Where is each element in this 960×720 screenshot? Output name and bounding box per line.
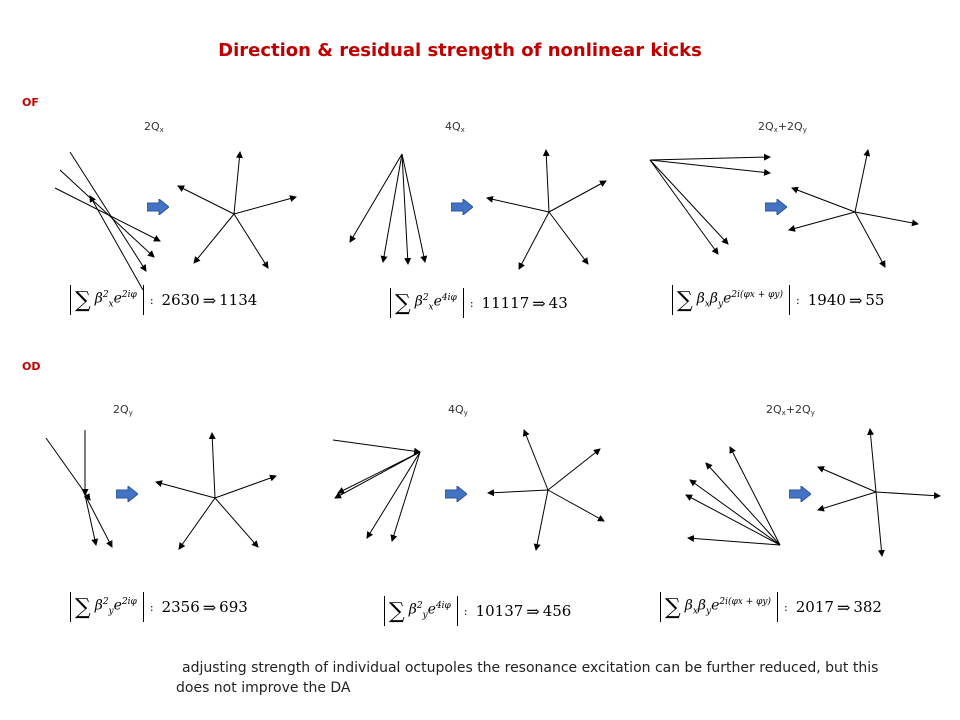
bullet-note: adjusting strength of individual octupol… — [176, 658, 896, 698]
right-arrow-icon — [445, 486, 467, 502]
diagram-of-2qx-after — [177, 151, 297, 269]
abs-bar-left — [672, 285, 673, 315]
diagram-of-2qx-before — [54, 151, 161, 291]
formula-od-4qy: ∑ β2ye4iφ : 10137 ⇒ 456 — [384, 596, 571, 626]
strength-before: 1940 — [807, 291, 846, 309]
resonance-label-od-3: 2Qx+2Qy — [766, 403, 815, 417]
section-label-of: OF — [22, 96, 39, 109]
diagram-of-4qx-before — [349, 153, 428, 265]
formula-of-2qx: ∑ β2xe2iφ : 2630 ⇒ 1134 — [70, 285, 257, 315]
abs-bar-left — [390, 288, 391, 318]
right-arrow-icon — [147, 199, 169, 215]
resonance-label-od-2: 4Qy — [448, 403, 468, 417]
abs-bar-right — [789, 285, 791, 315]
diagram-of-2qx2qy-before — [649, 153, 771, 255]
diagram-od-2qy-after — [155, 432, 277, 550]
diagram-of-4qx-after — [486, 149, 607, 270]
abs-bar-left — [70, 285, 71, 315]
formula-od-2qy: ∑ β2ye2iφ : 2356 ⇒ 693 — [70, 592, 248, 622]
resonance-label-of-3: 2Qx+2Qy — [758, 120, 807, 134]
diagram-od-4qy-before — [332, 439, 421, 542]
right-arrow-icon — [765, 199, 787, 215]
strength-after: 693 — [219, 598, 248, 616]
strength-after: 456 — [542, 602, 572, 620]
abs-bar-right — [777, 592, 779, 622]
diagram-of-2qx2qy-after — [788, 149, 919, 268]
resonance-label-od-1: 2Qy — [113, 403, 133, 417]
right-arrow-icon — [116, 486, 138, 502]
strength-after: 55 — [865, 291, 885, 309]
abs-bar-right — [142, 285, 144, 315]
section-label-od: OD — [22, 360, 41, 373]
strength-before: 2356 — [161, 598, 200, 616]
right-arrow-icon — [451, 199, 473, 215]
note-text: adjusting strength of individual octupol… — [176, 660, 879, 696]
resonance-label-of-1: 2Qx — [144, 120, 164, 134]
diagram-od-2qx2qy-after — [817, 428, 941, 557]
diagram-od-2qy-before — [45, 430, 113, 548]
formula-od-2qx2qy: ∑ βxβye2i(φx + φy) : 2017 ⇒ 382 — [660, 592, 882, 622]
strength-before: 10137 — [475, 602, 524, 620]
strength-after: 43 — [548, 294, 568, 312]
strength-after: 382 — [853, 598, 882, 616]
abs-bar-right — [142, 592, 144, 622]
right-arrow-icon — [789, 486, 811, 502]
abs-bar-right — [462, 288, 464, 318]
abs-bar-left — [660, 592, 661, 622]
page-title: Direction & residual strength of nonline… — [218, 40, 702, 61]
strength-before: 2017 — [795, 598, 834, 616]
formula-of-2qx2qy: ∑ βxβye2i(φx + φy) : 1940 ⇒ 55 — [672, 285, 884, 315]
resonance-label-of-2: 4Qx — [445, 120, 465, 134]
diagram-od-2qx2qy-before — [685, 446, 781, 546]
diagram-od-4qy-after — [487, 429, 605, 551]
formula-of-4qx: ∑ β2xe4iφ : 11117 ⇒ 43 — [390, 288, 568, 318]
abs-bar-left — [70, 592, 71, 622]
strength-before: 11117 — [481, 294, 530, 312]
strength-after: 1134 — [219, 291, 258, 309]
abs-bar-left — [384, 596, 385, 626]
strength-before: 2630 — [161, 291, 200, 309]
abs-bar-right — [456, 596, 458, 626]
